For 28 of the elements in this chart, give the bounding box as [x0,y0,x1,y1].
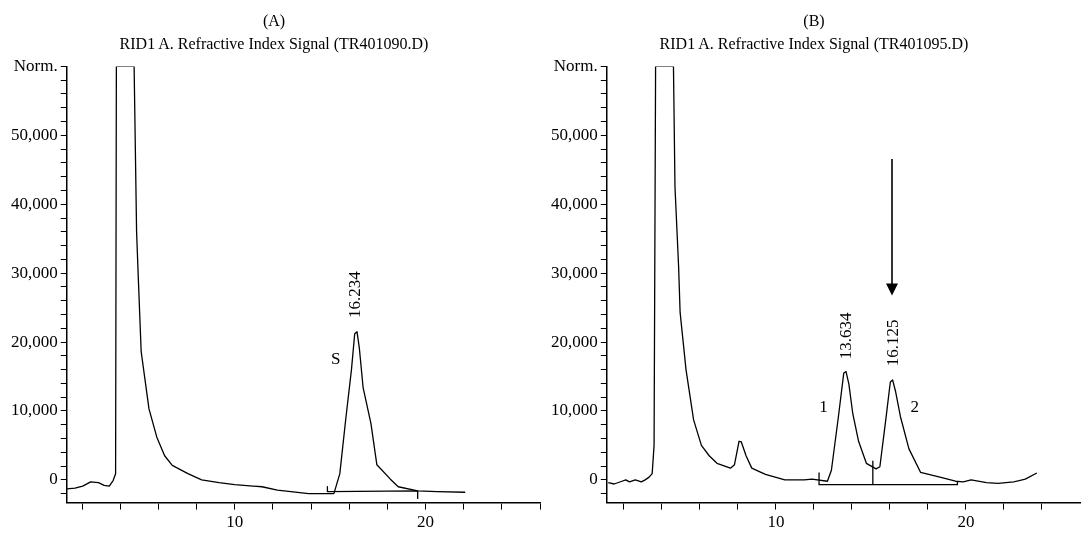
y-tick-label: 30,000 [551,262,598,282]
y-tick-label: 50,000 [11,124,58,144]
y-tick-label: Norm. [13,55,58,75]
x-tick-label: 10 [226,512,244,532]
annotation: S [331,348,341,368]
y-tick-label: 20,000 [551,331,598,351]
y-tick-label: 0 [589,469,598,489]
y-tick-label: Norm. [553,55,598,75]
y-tick-label: 0 [49,469,58,489]
y-tick-label: 40,000 [551,193,598,213]
y-tick-label: 20,000 [11,331,58,351]
annotation: 13.634 [835,312,855,360]
y-tick-label: 40,000 [11,193,58,213]
annotation: 2 [910,396,919,416]
annotation: 16.234 [344,270,364,318]
x-tick-label: 20 [957,512,975,532]
x-tick-label: 10 [767,512,785,532]
y-tick-label: 10,000 [11,400,58,420]
y-tick-label: 10,000 [551,400,598,420]
y-tick-label: 30,000 [11,262,58,282]
chart-subtitle: RID1 A. Refractive Index Signal (TR401090.D) [119,35,429,53]
annotation: 1 [819,396,828,416]
chart-title: (A) [262,11,286,30]
annotation: 16.125 [883,319,903,367]
chart-title: (B) [803,11,825,30]
chart-subtitle: RID1 A. Refractive Index Signal (TR401095.D) [659,35,969,53]
x-tick-label: 20 [417,512,434,532]
y-tick-label: 50,000 [551,124,598,144]
